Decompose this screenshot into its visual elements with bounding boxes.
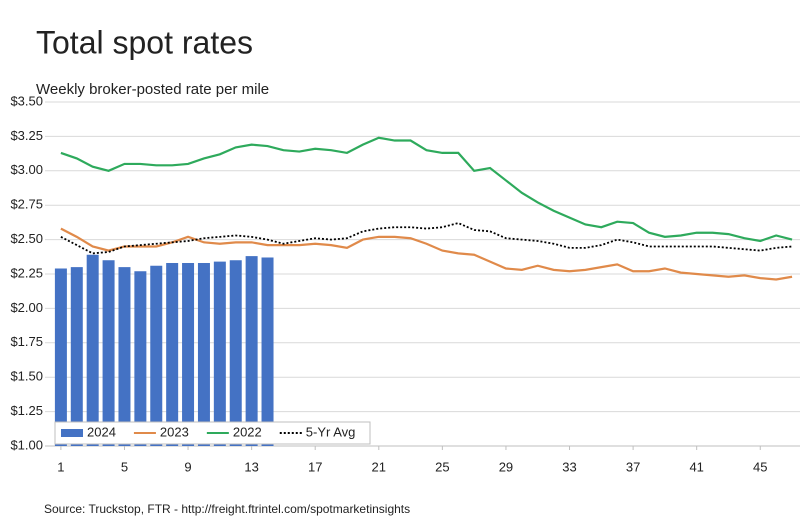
line [60, 136, 793, 243]
x-tick-label: 37 [626, 459, 640, 474]
y-tick-label: $2.50 [10, 231, 43, 246]
bar [213, 261, 226, 446]
y-tick-label: $1.75 [10, 334, 43, 349]
bar [86, 254, 99, 446]
bar [166, 262, 179, 446]
line [60, 222, 793, 255]
bar [118, 267, 131, 446]
y-tick-label: $1.50 [10, 369, 43, 384]
legend-label: 2022 [233, 424, 262, 439]
bar [197, 262, 210, 446]
bar [245, 256, 258, 446]
x-tick-label: 13 [244, 459, 258, 474]
chart-title: Total spot rates [36, 24, 253, 60]
y-tick-label: $3.25 [10, 128, 43, 143]
y-tick-label: $3.50 [10, 93, 43, 108]
y-tick-label: $1.00 [10, 437, 43, 452]
x-tick-label: 33 [562, 459, 576, 474]
bar [54, 268, 67, 446]
bar [134, 271, 147, 446]
chart-subtitle: Weekly broker-posted rate per mile [36, 81, 269, 98]
y-tick-label: $2.00 [10, 300, 43, 315]
bar [70, 267, 83, 446]
line [60, 227, 793, 281]
x-tick-label: 9 [184, 459, 191, 474]
legend-label: 2023 [160, 424, 189, 439]
legend-label: 2024 [87, 424, 116, 439]
x-tick-label: 5 [121, 459, 128, 474]
bar [182, 262, 195, 446]
y-tick-label: $2.25 [10, 265, 43, 280]
bar [150, 265, 163, 446]
bar [261, 257, 274, 446]
source-note: Source: Truckstop, FTR - http://freight.… [44, 502, 410, 516]
x-tick-label: 41 [689, 459, 703, 474]
x-tick-label: 25 [435, 459, 449, 474]
y-tick-label: $1.25 [10, 403, 43, 418]
bar [229, 260, 242, 446]
y-tick-label: $3.00 [10, 162, 43, 177]
legend-swatch [61, 429, 83, 437]
x-tick-label: 1 [57, 459, 64, 474]
x-tick-label: 17 [308, 459, 322, 474]
y-tick-label: $2.75 [10, 197, 43, 212]
legend-label: 5-Yr Avg [306, 424, 356, 439]
x-tick-label: 29 [499, 459, 513, 474]
x-tick-label: 21 [372, 459, 386, 474]
bar [102, 260, 115, 446]
x-tick-label: 45 [753, 459, 767, 474]
